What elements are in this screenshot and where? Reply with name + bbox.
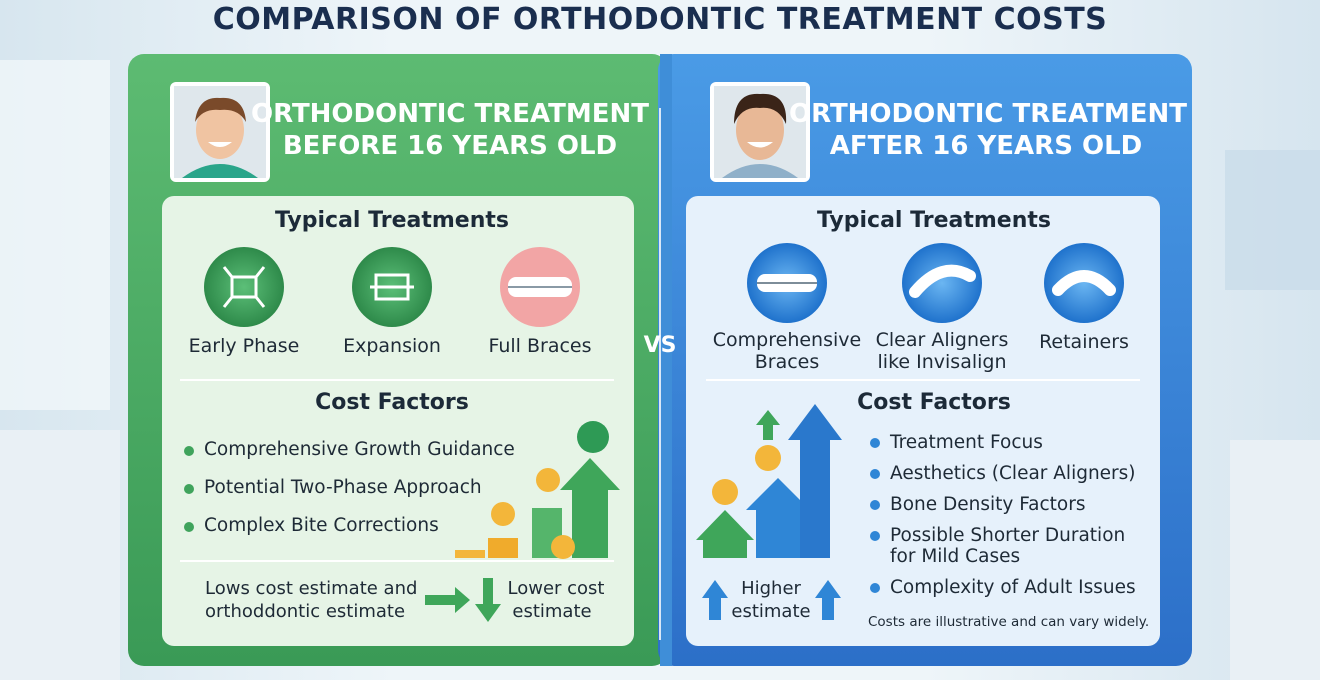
photo-right (710, 82, 810, 182)
note: Costs are illustrative and can vary wide… (868, 614, 1150, 630)
heading: AFTER 16 YEARS OLD (829, 131, 1143, 161)
heading: ORTHODONTIC TREATMENT (250, 99, 650, 129)
estimate-text: estimate (512, 601, 592, 622)
cost-factor: Treatment Focus (890, 432, 1043, 453)
icon-expansion (352, 247, 432, 327)
arrow-down (475, 578, 501, 622)
growth-graphic-left (455, 421, 620, 559)
growth-graphic-right (696, 404, 842, 620)
section-title: Cost Factors (315, 390, 469, 415)
section-title: Cost Factors (857, 390, 1011, 415)
cabinet (1230, 440, 1320, 680)
treatment-label: Expansion (343, 335, 441, 357)
cost-factor: Complexity of Adult Issues (890, 577, 1136, 598)
treatment-label: Braces (754, 351, 820, 373)
treatment-label: Clear Aligners (875, 329, 1009, 351)
xray (1225, 150, 1320, 290)
icon-aligners (902, 243, 982, 323)
estimate-text: Higher (741, 578, 801, 599)
cost-factor: Possible Shorter Duration (890, 525, 1126, 546)
icon-early-phase (204, 247, 284, 327)
treatment-label: Retainers (1039, 331, 1129, 353)
vs: VS (643, 333, 677, 358)
estimate-text: orthoddontic estimate (205, 601, 406, 622)
section-title: Typical Treatments (275, 208, 509, 233)
cost-factor: Potential Two-Phase Approach (204, 477, 482, 498)
bullets-left (184, 446, 194, 532)
cabinet (0, 430, 120, 680)
treatment-label: Early Phase (188, 335, 300, 357)
section-title: Typical Treatments (817, 208, 1051, 233)
title: COMPARISON OF ORTHODONTIC TREATMENT COST… (212, 2, 1108, 37)
treatment-label: Full Braces (488, 335, 592, 357)
photo-left (170, 82, 270, 182)
window (0, 60, 110, 410)
seam (660, 54, 672, 666)
icon-braces (747, 243, 827, 323)
heading: ORTHODONTIC TREATMENT (788, 99, 1188, 129)
arrow-right (425, 587, 470, 613)
cost-factor: Bone Density Factors (890, 494, 1086, 515)
estimate-text: estimate (731, 601, 811, 622)
cost-factor: Aesthetics (Clear Aligners) (890, 463, 1136, 484)
heading: BEFORE 16 YEARS OLD (282, 131, 618, 161)
treatment-label: Comprehensive (712, 329, 862, 351)
estimate-text: Lows cost estimate and (205, 578, 418, 599)
icon-retainers (1044, 243, 1124, 323)
treatment-label: like Invisalign (877, 351, 1007, 373)
bullets-right (870, 438, 880, 593)
cost-factor: for Mild Cases (890, 546, 1021, 567)
icon-full-braces (500, 247, 580, 327)
cost-factor: Complex Bite Corrections (204, 515, 439, 536)
cost-factor: Comprehensive Growth Guidance (204, 439, 515, 460)
estimate-text: Lower cost (507, 578, 605, 599)
